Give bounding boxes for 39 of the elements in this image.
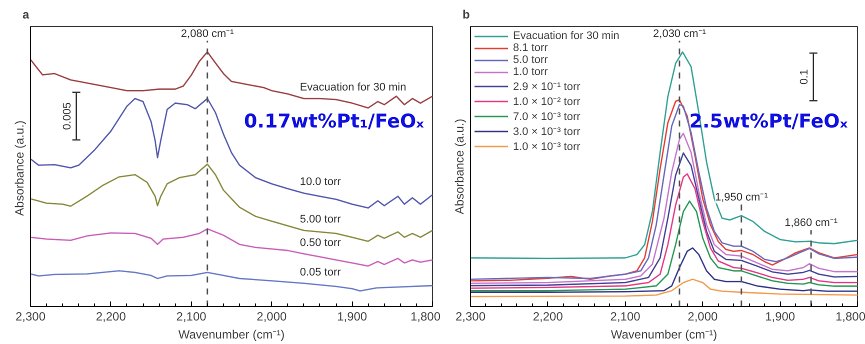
x-tick-label: 2,100 [610, 310, 641, 324]
chart-title: a [22, 8, 30, 22]
ref-line-label: 1,950 cm⁻¹ [714, 191, 768, 204]
legend-label: 8.1 torr [513, 42, 548, 54]
x-tick-label: 2,300 [15, 310, 46, 324]
x-axis-title: Wavenumber (cm⁻¹) [610, 328, 718, 342]
x-tick-label: 2,000 [256, 310, 288, 324]
y-axis-title: Absorbance (a.u.) [452, 118, 466, 214]
x-tick-label: 1,800 [835, 310, 865, 324]
series-label: 10.0 torr [300, 176, 342, 188]
legend-label: 5.0 torr [513, 54, 548, 66]
chart-title: b [462, 8, 470, 22]
legend-label: 1.0 × 10⁻³ torr [513, 140, 580, 153]
legend-label: 1.0 × 10⁻² torr [513, 95, 580, 108]
y-axis-title: Absorbance (a.u.) [12, 120, 26, 216]
series-label: Evacuation for 30 min [300, 82, 406, 94]
legend-label: 7.0 × 10⁻³ torr [513, 110, 580, 123]
ref-line-label: 2,080 cm⁻¹ [180, 28, 234, 40]
x-tick-label: 2,200 [96, 310, 126, 324]
ref-line-label: 2,030 cm⁻¹ [653, 28, 706, 40]
series-label: 0.05 torr [300, 266, 342, 278]
annotation: 0.005 [61, 102, 74, 130]
annotation: 0.17wt%Pt₁/FeOₓ [244, 110, 424, 133]
ref-line-label: 1,860 cm⁻¹ [784, 217, 838, 230]
legend-label: 1.0 torr [513, 66, 548, 78]
x-tick-label: 1,900 [337, 310, 368, 324]
annotation: 0.1 [798, 69, 810, 85]
x-axis-title: Wavenumber (cm⁻¹) [178, 328, 285, 342]
x-tick-label: 2,200 [532, 310, 564, 324]
legend-label: 3.0 × 10⁻³ torr [513, 125, 580, 138]
x-tick-label: 2,100 [176, 310, 207, 324]
x-tick-label: 2,000 [688, 310, 718, 324]
series-label: 5.00 torr [300, 213, 342, 226]
legend-label: Evacuation for 30 min [513, 30, 620, 42]
x-tick-label: 1,900 [765, 310, 796, 324]
series-label: 0.50 torr [300, 236, 342, 249]
legend-label: 2.9 × 10⁻¹ torr [513, 80, 580, 93]
x-tick-label: 2,300 [455, 310, 486, 324]
x-tick-label: 1,800 [410, 310, 441, 324]
